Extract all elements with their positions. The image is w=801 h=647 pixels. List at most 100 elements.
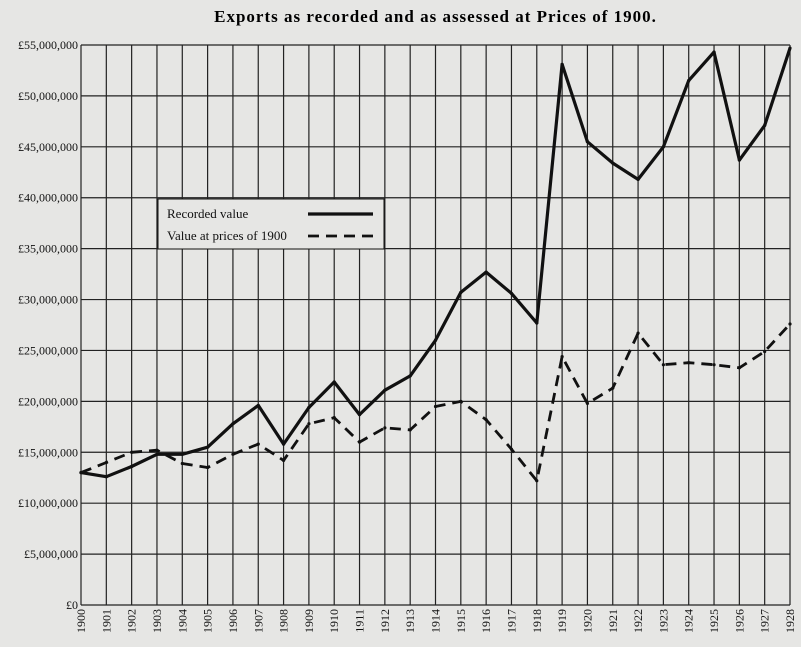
y-tick-label: £50,000,000	[18, 89, 78, 103]
x-tick-label: 1907	[251, 609, 265, 633]
data-point-recorded	[130, 464, 134, 469]
data-point-recorded	[560, 62, 564, 66]
data-point-recorded	[687, 79, 691, 83]
x-tick-label: 1911	[353, 609, 367, 633]
data-point-prices-1900	[737, 366, 741, 370]
x-tick-label: 1916	[479, 609, 493, 633]
x-tick-label: 1909	[302, 609, 316, 633]
y-tick-label: £25,000,000	[18, 343, 78, 357]
data-point-prices-1900	[484, 418, 488, 422]
data-point-prices-1900	[763, 349, 767, 354]
x-tick-label: 1917	[504, 609, 518, 633]
data-point-recorded	[459, 290, 463, 295]
data-point-prices-1900	[307, 422, 311, 426]
x-tick-label: 1920	[580, 609, 594, 633]
data-point-recorded	[206, 445, 210, 449]
data-point-prices-1900	[535, 479, 539, 483]
x-tick-label: 1912	[378, 609, 392, 633]
data-point-recorded	[712, 50, 716, 54]
y-tick-label: £40,000,000	[18, 191, 78, 205]
data-point-recorded	[104, 475, 108, 479]
data-point-recorded	[788, 46, 792, 50]
x-tick-label: 1904	[175, 609, 189, 633]
data-point-prices-1900	[636, 331, 640, 335]
data-point-prices-1900	[509, 447, 514, 451]
data-point-prices-1900	[104, 460, 108, 465]
data-point-prices-1900	[357, 440, 362, 444]
x-tick-label: 1913	[403, 609, 417, 633]
data-point-prices-1900	[611, 386, 615, 390]
data-point-recorded	[611, 161, 615, 165]
y-tick-label: £15,000,000	[18, 445, 78, 459]
legend-label: Value at prices of 1900	[167, 228, 287, 243]
data-point-prices-1900	[79, 471, 83, 475]
data-point-recorded	[180, 452, 184, 456]
data-point-recorded	[763, 123, 767, 128]
x-tick-label: 1922	[631, 609, 645, 633]
data-point-prices-1900	[459, 399, 463, 403]
x-tick-label: 1928	[783, 609, 797, 633]
data-point-recorded	[535, 321, 539, 325]
x-tick-label: 1910	[327, 609, 341, 633]
x-tick-label: 1900	[74, 609, 88, 633]
legend-label: Recorded value	[167, 206, 248, 221]
data-point-prices-1900	[130, 450, 134, 454]
data-point-prices-1900	[433, 404, 438, 409]
data-point-recorded	[256, 403, 260, 408]
x-tick-label: 1902	[125, 609, 139, 633]
data-point-recorded	[307, 405, 311, 410]
data-point-prices-1900	[661, 363, 665, 367]
x-tick-label: 1923	[656, 609, 670, 633]
data-point-recorded	[585, 140, 590, 144]
y-tick-label: £30,000,000	[18, 293, 78, 307]
x-tick-label: 1927	[758, 609, 772, 633]
x-tick-label: 1925	[707, 609, 721, 633]
data-point-recorded	[155, 452, 159, 456]
data-point-prices-1900	[180, 461, 184, 466]
y-tick-label: £35,000,000	[18, 242, 78, 256]
data-point-recorded	[357, 413, 362, 417]
data-point-recorded	[281, 442, 286, 446]
x-tick-label: 1918	[530, 609, 544, 633]
x-tick-label: 1914	[429, 609, 443, 633]
data-point-recorded	[433, 338, 438, 342]
legend-box	[157, 198, 385, 250]
x-tick-label: 1926	[732, 609, 746, 633]
y-tick-label: £55,000,000	[18, 38, 78, 52]
data-point-prices-1900	[206, 465, 210, 470]
data-point-prices-1900	[155, 448, 159, 452]
data-point-recorded	[636, 177, 640, 181]
data-point-prices-1900	[560, 354, 564, 359]
data-point-recorded	[737, 158, 741, 162]
data-point-recorded	[332, 380, 336, 384]
x-tick-label: 1924	[682, 609, 696, 633]
data-point-recorded	[661, 145, 665, 149]
chart-title: Exports as recorded and as assessed at P…	[214, 7, 657, 26]
data-point-recorded	[484, 270, 488, 274]
data-point-prices-1900	[281, 458, 286, 463]
y-tick-label: £45,000,000	[18, 140, 78, 154]
x-tick-label: 1921	[606, 609, 620, 633]
data-point-recorded	[383, 388, 387, 392]
y-tick-label: £20,000,000	[18, 394, 78, 408]
y-tick-label: £10,000,000	[18, 496, 78, 510]
data-point-prices-1900	[256, 442, 260, 446]
x-tick-label: 1906	[226, 609, 240, 633]
x-tick-label: 1915	[454, 609, 468, 633]
x-tick-label: 1903	[150, 609, 164, 633]
data-point-prices-1900	[712, 363, 716, 367]
data-point-prices-1900	[687, 361, 691, 365]
data-point-prices-1900	[231, 452, 235, 456]
x-tick-label: 1908	[277, 609, 291, 633]
data-point-prices-1900	[788, 322, 792, 326]
x-tick-label: 1901	[99, 609, 113, 633]
y-tick-label: £0	[66, 598, 78, 612]
y-tick-label: £5,000,000	[24, 547, 78, 561]
x-tick-label: 1905	[201, 609, 215, 633]
data-point-recorded	[408, 374, 412, 378]
data-point-prices-1900	[585, 401, 590, 405]
data-point-prices-1900	[408, 428, 412, 432]
x-tick-label: 1919	[555, 609, 569, 633]
